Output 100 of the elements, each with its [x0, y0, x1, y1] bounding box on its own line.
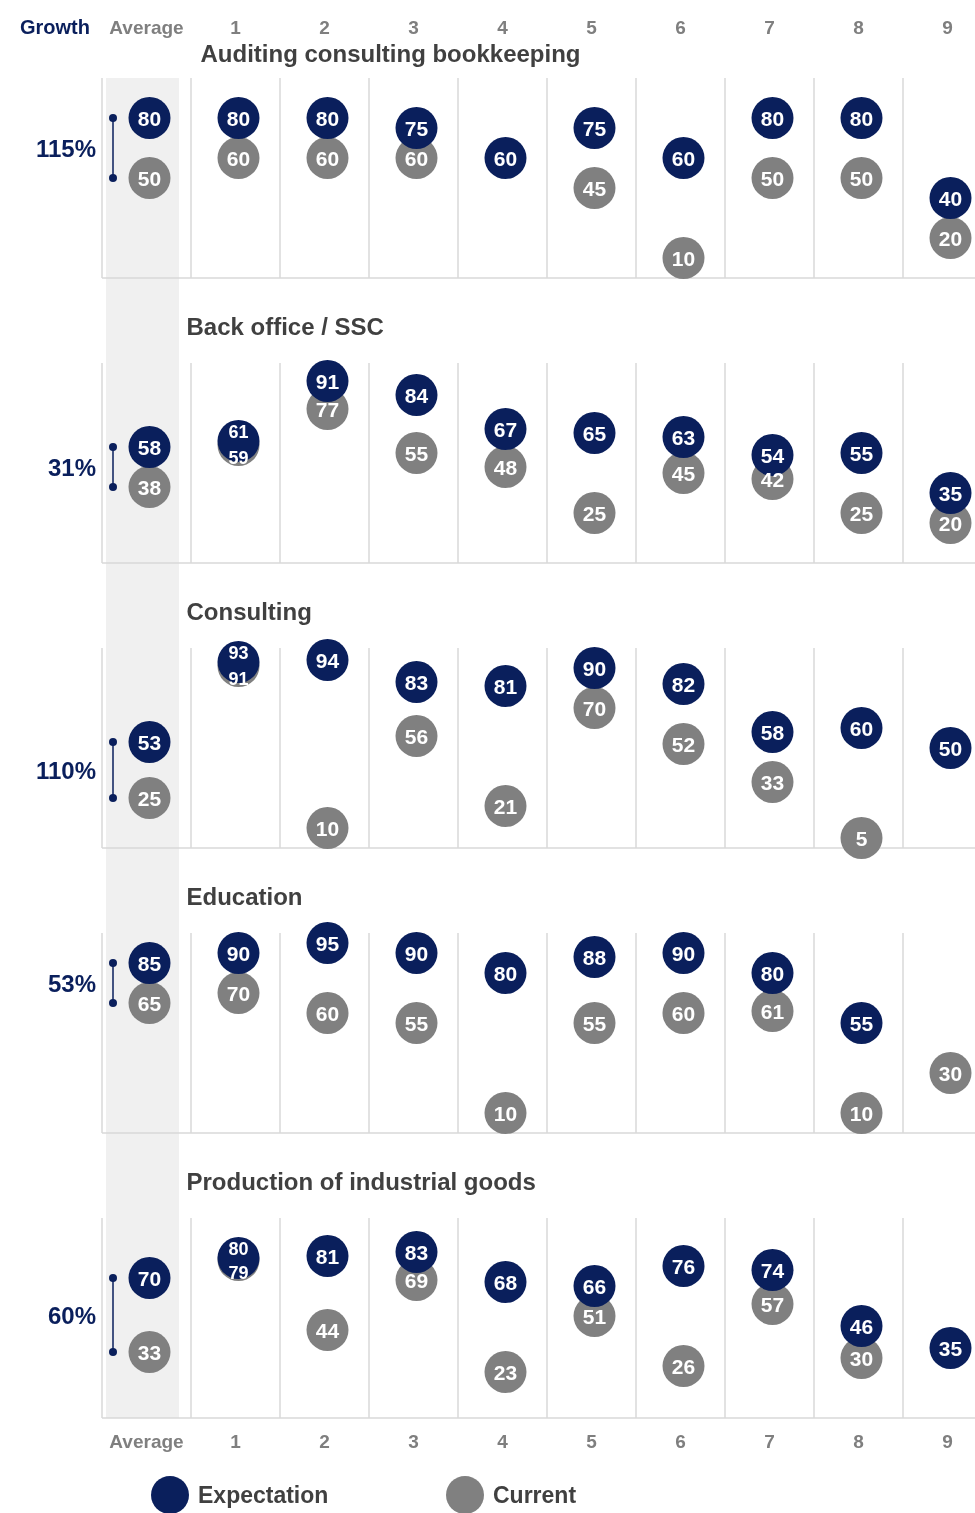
data-label: 84: [404, 384, 429, 407]
data-label: 45: [671, 462, 696, 485]
data-label: 21: [493, 795, 518, 818]
data-label: 60: [404, 147, 429, 170]
data-label: 90: [671, 942, 696, 965]
text: 60%: [47, 1302, 96, 1329]
data-label: 76: [671, 1255, 696, 1278]
data-label: 57: [760, 1293, 785, 1316]
data-label: 53: [137, 731, 162, 754]
data-label: 88: [582, 946, 607, 969]
data-label: 90: [226, 942, 251, 965]
data-label: 65: [137, 992, 162, 1015]
data-label: 80: [226, 107, 251, 130]
data-label: 81: [493, 675, 518, 698]
data-label: 30: [938, 1062, 963, 1085]
data-label: 58: [760, 721, 785, 744]
x-tick-label: Average: [109, 17, 184, 38]
data-label: 52: [671, 733, 696, 756]
data-label: 81: [315, 1245, 340, 1268]
text: 115%: [35, 135, 96, 162]
data-label: 80: [493, 962, 518, 985]
data-label: 30: [849, 1347, 874, 1370]
data-label: 69: [404, 1269, 429, 1292]
data-label: 79: [228, 1263, 249, 1283]
legend-label: Current: [493, 1482, 577, 1508]
data-label: 56: [404, 725, 429, 748]
data-label: 44: [315, 1319, 340, 1342]
data-label: 70: [226, 982, 251, 1005]
data-label: 85: [137, 952, 162, 975]
x-tick-label: 1: [230, 1431, 242, 1452]
data-label: 42: [760, 468, 785, 491]
x-tick-label: 8: [853, 1431, 864, 1452]
data-label: 77: [315, 398, 340, 421]
data-label: 94: [315, 649, 340, 672]
chart-title: Consulting: [186, 598, 312, 625]
chart-title: Production of industrial goods: [186, 1168, 536, 1195]
data-label: 35: [938, 1337, 963, 1360]
text: Growth: [20, 16, 90, 38]
data-label: 60: [226, 147, 251, 170]
data-label: 10: [315, 817, 340, 840]
data-label: 45: [582, 177, 607, 200]
data-label: 50: [760, 167, 785, 190]
data-label: 51: [582, 1305, 607, 1328]
data-label: 90: [404, 942, 429, 965]
data-label: 66: [582, 1275, 607, 1298]
data-label: 80: [760, 962, 785, 985]
data-label: 46: [849, 1315, 874, 1338]
data-label: 38: [137, 476, 162, 499]
data-label: 95: [315, 932, 340, 955]
data-label: 10: [671, 247, 696, 270]
data-label: 33: [137, 1341, 162, 1364]
data-label: 70: [137, 1267, 162, 1290]
data-label: 55: [849, 1012, 874, 1035]
x-tick-label: 4: [497, 17, 509, 38]
data-label: 5: [855, 827, 868, 850]
data-label: 26: [671, 1355, 696, 1378]
x-tick-label: 9: [942, 17, 953, 38]
data-label: 25: [849, 502, 874, 525]
data-label: 20: [938, 512, 963, 535]
data-label: 55: [582, 1012, 607, 1035]
data-label: 55: [404, 1012, 429, 1035]
data-label: 90: [582, 657, 607, 680]
x-tick-label: 6: [675, 17, 686, 38]
x-tick-label: 9: [942, 1431, 953, 1452]
x-tick-label: 7: [764, 1431, 775, 1452]
data-label: 50: [849, 167, 874, 190]
data-label: 60: [671, 147, 696, 170]
data-label: 70: [582, 697, 607, 720]
data-label: 63: [671, 426, 696, 449]
data-label: 54: [760, 444, 785, 467]
data-label: 65: [582, 422, 607, 445]
data-label: 40: [938, 187, 963, 210]
data-label: 75: [404, 117, 429, 140]
chart-title: Education: [186, 883, 303, 910]
text: 31%: [47, 454, 96, 481]
x-tick-label: 1: [230, 17, 242, 38]
data-label: 67: [493, 418, 518, 441]
data-label: 10: [493, 1102, 518, 1125]
data-label: 48: [493, 456, 518, 479]
data-label: 35: [938, 482, 963, 505]
data-label: 60: [849, 717, 874, 740]
text: 110%: [35, 757, 96, 784]
data-label: 68: [493, 1271, 518, 1294]
data-label: 80: [228, 1239, 249, 1259]
data-label: 55: [849, 442, 874, 465]
x-tick-label: 5: [586, 1431, 598, 1452]
data-label: 83: [404, 1241, 429, 1264]
x-tick-label: 8: [853, 17, 864, 38]
data-label: 80: [315, 107, 340, 130]
data-label: 50: [137, 167, 162, 190]
x-tick-label: 2: [319, 1431, 330, 1452]
data-label: 80: [137, 107, 162, 130]
x-tick-label: Average: [109, 1431, 184, 1452]
data-label: 55: [404, 442, 429, 465]
x-tick-label: 5: [586, 17, 598, 38]
x-tick-label: 7: [764, 17, 775, 38]
x-tick-label: 3: [408, 1431, 419, 1452]
data-label: 83: [404, 671, 429, 694]
x-tick-label: 4: [497, 1431, 509, 1452]
legend-label: Expectation: [198, 1482, 329, 1508]
